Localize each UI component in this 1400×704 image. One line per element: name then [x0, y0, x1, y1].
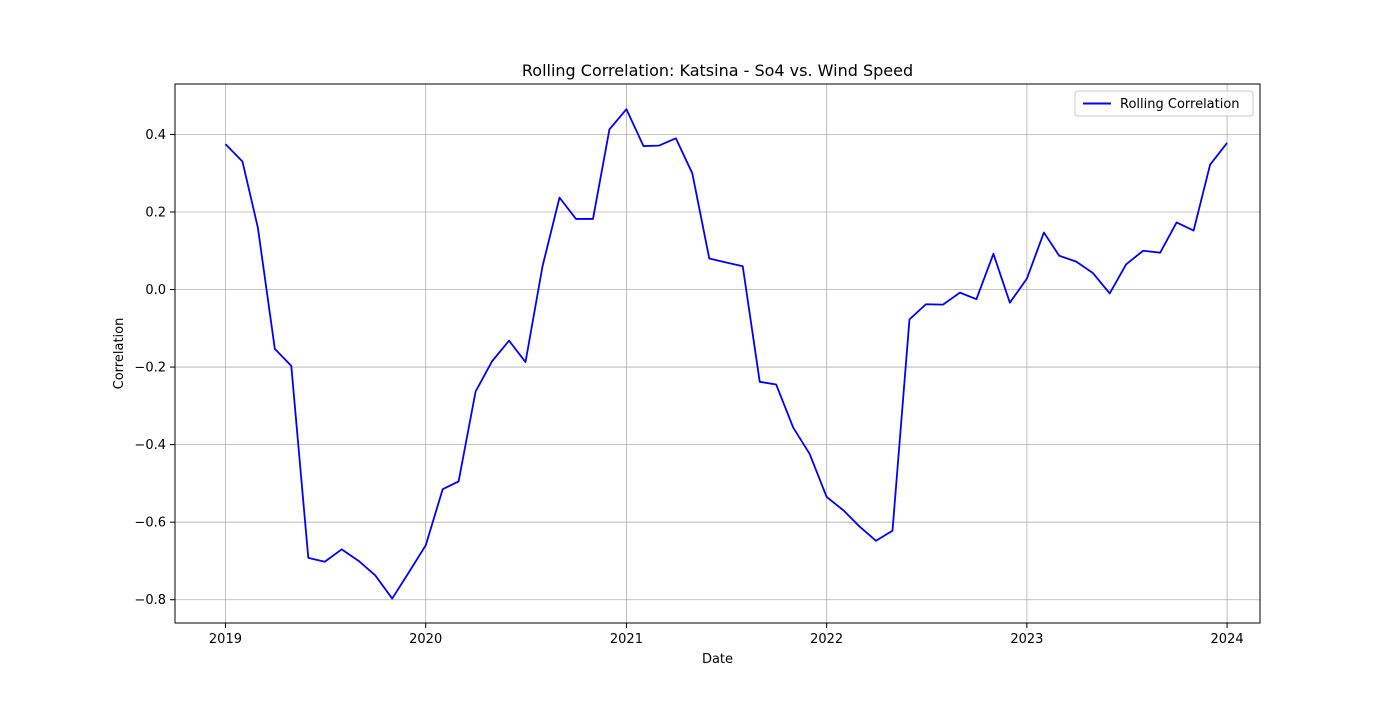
- x-axis-label: Date: [702, 652, 733, 667]
- series-line: [224, 108, 1228, 600]
- x-tick-label: 2020: [409, 632, 442, 647]
- x-tick-label: 2024: [1211, 632, 1244, 647]
- plot-lines: [224, 108, 1228, 600]
- x-tick-label: 2019: [209, 632, 242, 647]
- legend-label: Rolling Correlation: [1120, 97, 1240, 112]
- y-axis-label: Correlation: [112, 318, 127, 390]
- legend-box: [1074, 90, 1254, 117]
- x-axis: 2019 2020 2021 2022 2023 2024: [209, 623, 1244, 647]
- x-tick-label: 2022: [810, 632, 843, 647]
- y-tick-label: −0.2: [134, 361, 166, 376]
- y-tick-label: −0.8: [134, 593, 166, 608]
- y-axis: −0.8 −0.6 −0.4 −0.2 0.0 0.2 0.4: [134, 128, 175, 608]
- chart-title: Rolling Correlation: Katsina - So4 vs. W…: [522, 61, 913, 80]
- y-tick-label: −0.6: [134, 516, 166, 531]
- y-tick-label: 0.4: [145, 128, 166, 143]
- legend: Rolling Correlation: [1074, 90, 1254, 117]
- y-tick-label: 0.0: [145, 283, 166, 298]
- plot-frame: [174, 83, 1261, 624]
- x-tick-label: 2023: [1010, 632, 1043, 647]
- y-tick-label: −0.4: [134, 438, 166, 453]
- y-tick-label: 0.2: [145, 205, 166, 220]
- x-tick-label: 2021: [610, 632, 643, 647]
- grid-lines: [175, 84, 1260, 623]
